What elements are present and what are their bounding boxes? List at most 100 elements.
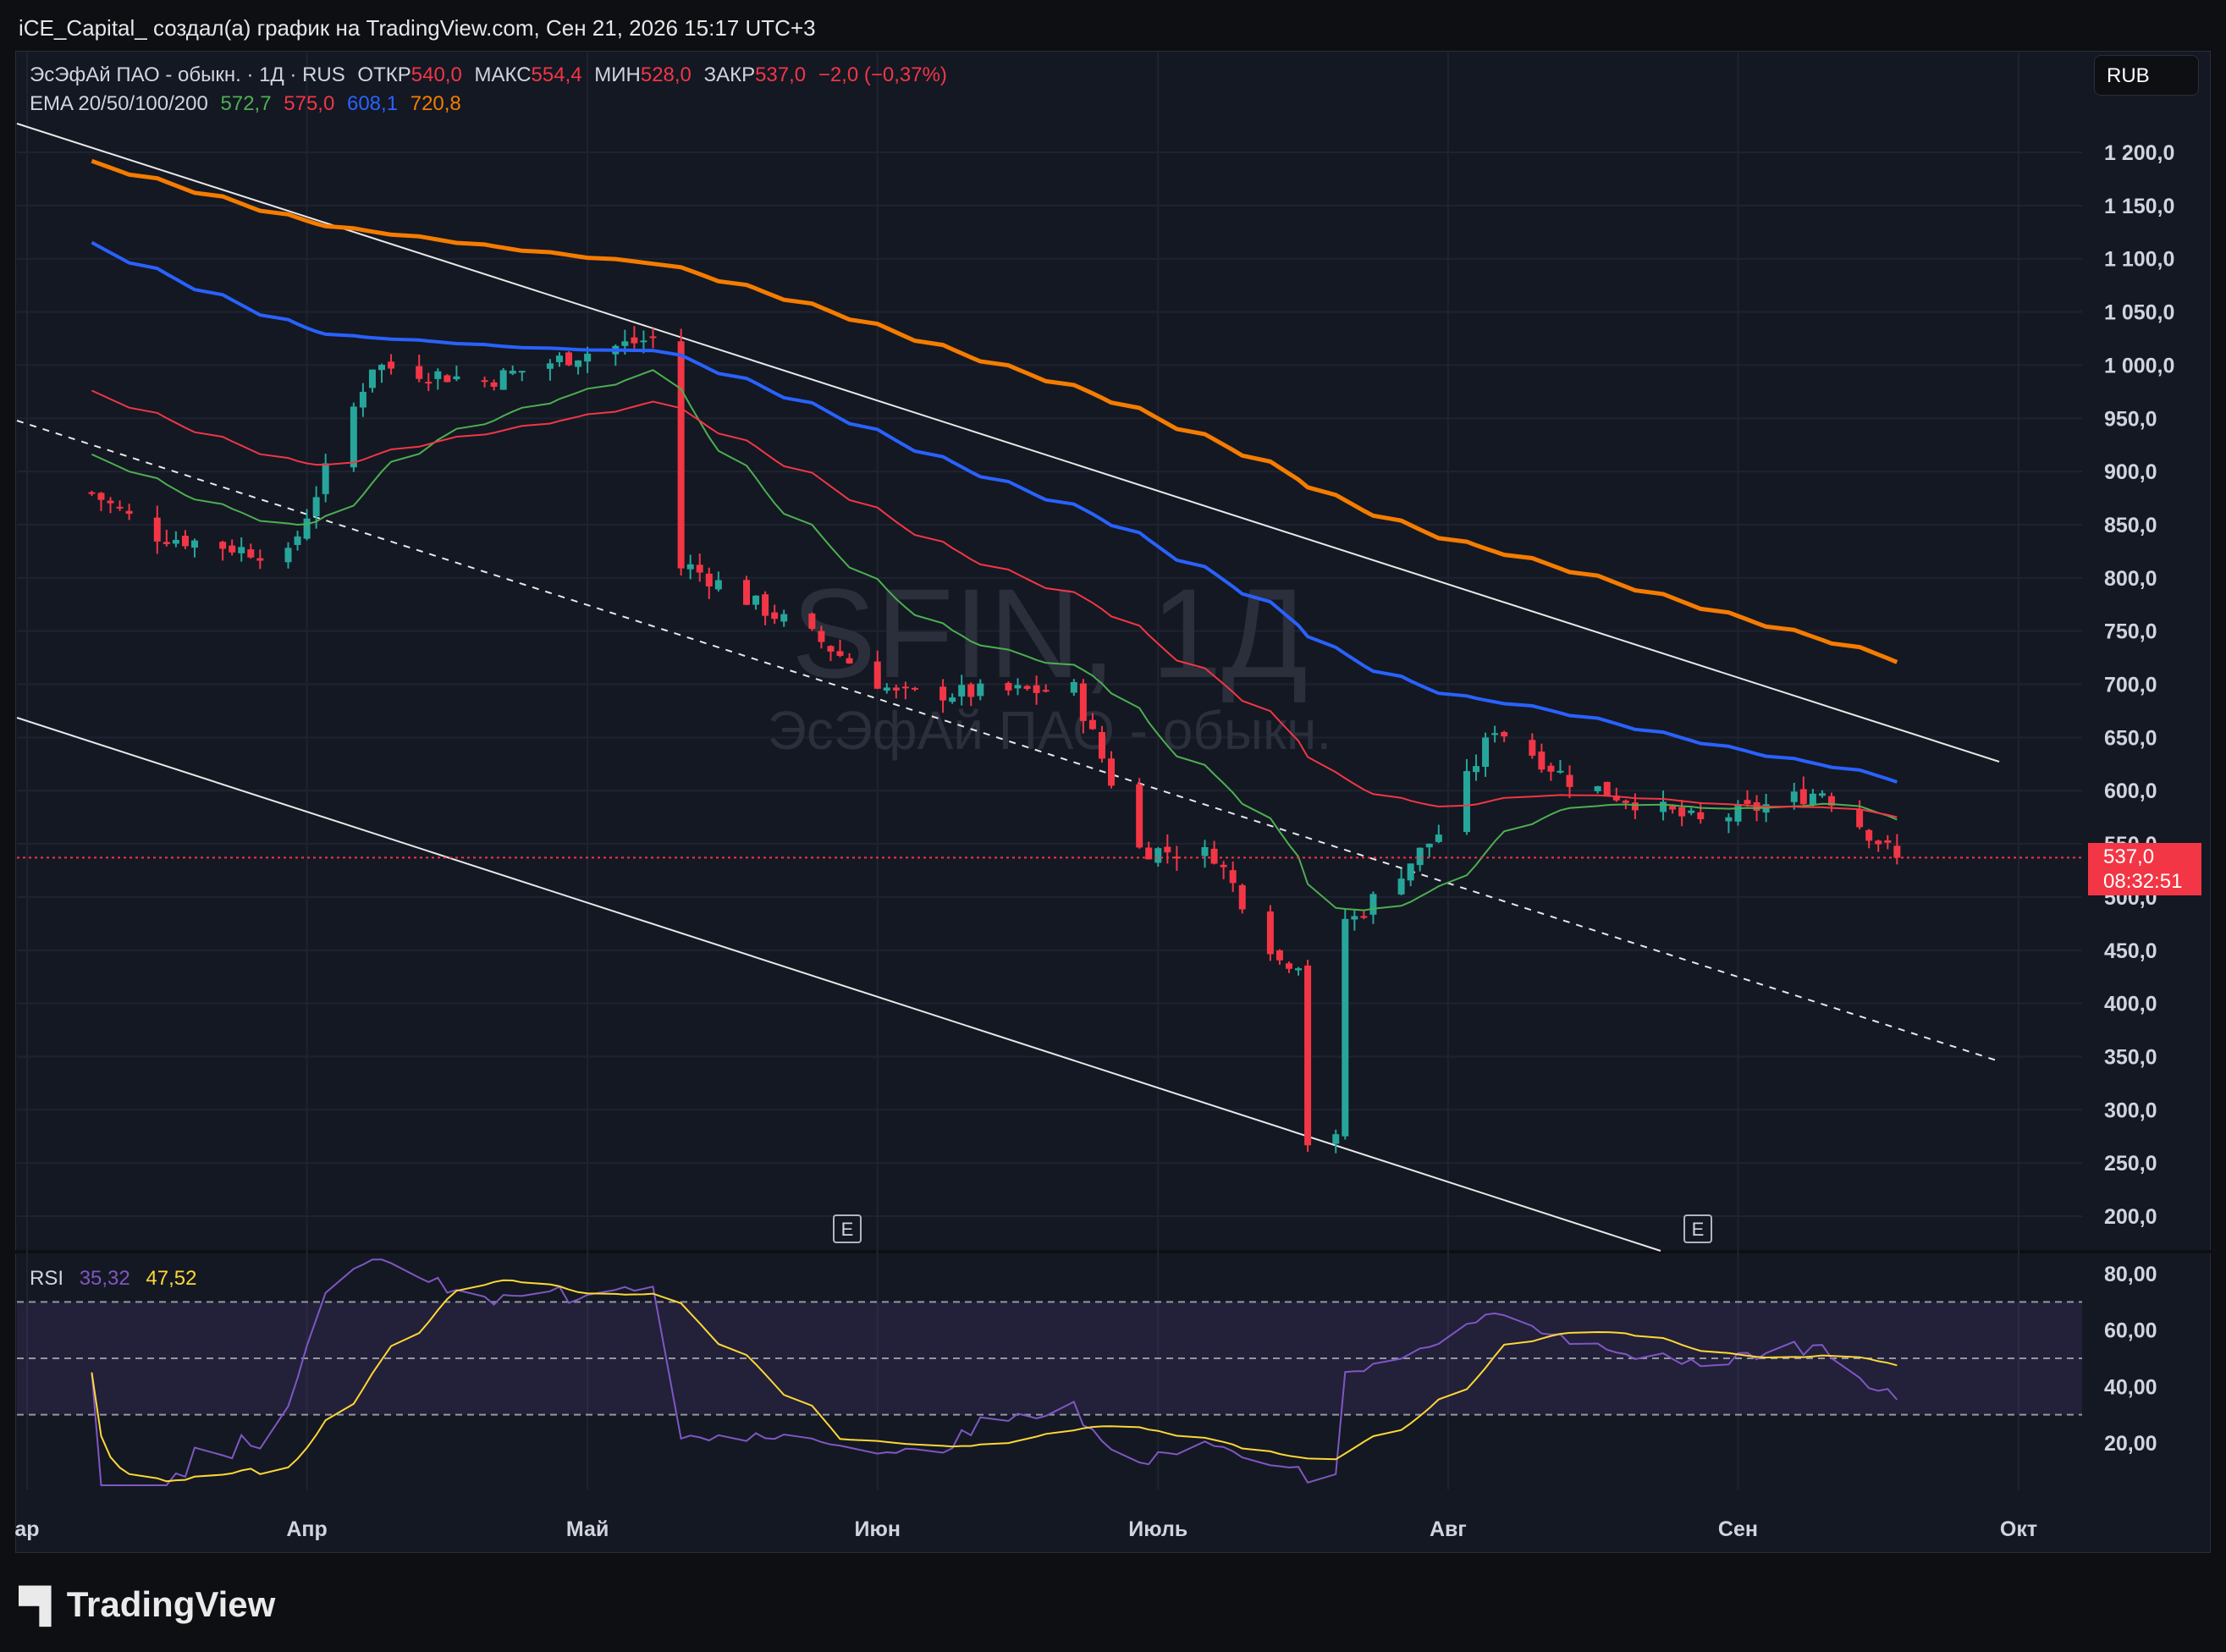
currency-button[interactable]: RUB [2094,55,2199,96]
candle-body [490,382,498,387]
price-tick-label: 850,0 [2104,514,2157,537]
candle-body [836,651,844,656]
price-tick-label: 750,0 [2104,620,2157,644]
time-tick-label: Авг [1430,1517,1467,1541]
open-value: 540,0 [410,63,462,86]
ema100-value: 608,1 [346,92,399,115]
candle-body [1799,789,1807,805]
candle-body [1884,840,1892,843]
candle-body [247,549,255,558]
candle-body [743,580,751,605]
ema200-value: 720,8 [410,92,461,115]
candle-body [1136,784,1143,848]
candle-body [967,684,975,697]
candle-body [762,594,769,616]
legend: ЭсЭфАй ПАО - обыкн. · 1Д · RUS ОТКР540,0… [30,61,954,118]
bar-countdown: 08:32:51 [2103,870,2183,893]
candle-body [172,539,179,544]
candle-body [1463,771,1470,833]
candle-body [1893,845,1901,858]
time-tick-label: Окт [2000,1517,2037,1541]
candle-body [303,518,311,539]
candle-body [1079,683,1087,721]
candle-body [1678,807,1686,817]
candle-body [1435,834,1442,842]
candle-body [1042,690,1050,692]
candle-body [640,340,647,343]
time-tick-label: ар [14,1517,39,1541]
brand-name: TradingView [66,1584,276,1624]
time-tick-label: Июль [1128,1517,1187,1541]
ema-label[interactable]: EMA 20/50/100/200 [30,92,208,115]
channel-lower-line [16,717,1661,1252]
rsi-tick-label: 60,00 [2104,1319,2157,1343]
candle-body [1342,918,1349,1137]
candle-body [705,573,713,586]
candle-body [1332,1134,1340,1144]
price-tick-label: 300,0 [2104,1099,2157,1122]
candle-body [359,391,366,408]
earnings-marker[interactable]: E [1683,1214,1712,1243]
ema200-line [91,158,1898,664]
time-tick-label: Сен [1718,1517,1758,1541]
candle-body [1145,847,1153,860]
rsi-ma-value: 47,52 [146,1267,197,1290]
candle-body [1276,950,1283,961]
price-tick-label: 1 050,0 [2104,301,2174,325]
rsi-line [91,1258,1898,1486]
candle-body [116,506,124,509]
candle-body [818,631,825,642]
candle-body [444,375,451,383]
candle-body [752,595,760,605]
candle-body [1369,894,1377,915]
rsi-tick-label: 80,00 [2104,1263,2157,1286]
tradingview-logo[interactable]: ▀▌ TradingView [19,1584,275,1625]
rsi-legend: RSI 35,32 47,52 [30,1267,207,1291]
chart-attribution: iCE_Capital_ создал(а) график на Trading… [19,15,816,41]
candle-body [312,497,320,517]
rsi-tick-label: 40,00 [2104,1375,2157,1399]
candle-body [1164,846,1171,853]
candle-body [1809,793,1816,805]
candle-body [1482,737,1490,768]
candle-body [1734,804,1742,822]
candle-body [1660,801,1667,812]
candle-body [1229,870,1237,884]
last-price: 537,0 [2103,845,2155,868]
candle-body [949,697,956,702]
candle-body [911,687,918,690]
ema20-value: 572,7 [220,92,272,115]
candle-body [368,369,376,388]
candle-body [1669,806,1677,810]
symbol-label[interactable]: ЭсЭфАй ПАО - обыкн. · 1Д · RUS [30,63,345,86]
time-tick-label: Май [566,1517,609,1541]
candle-body [125,510,133,515]
price-tick-label: 400,0 [2104,993,2157,1016]
candle-body [518,371,526,373]
candle-body [958,685,966,697]
candle-body [1005,682,1012,691]
candle-body [190,540,198,548]
rsi-label[interactable]: RSI [30,1267,64,1290]
candle-body [284,548,292,563]
candle-body [1238,884,1246,910]
price-tick-label: 800,0 [2104,567,2157,591]
channel-mid-line [16,420,2000,1062]
candle-body [388,361,395,369]
high-value: 554,4 [531,63,582,86]
price-tick-label: 1 150,0 [2104,195,2174,218]
candle-body [1425,843,1433,848]
candle-body [621,341,629,346]
candle-body [1594,785,1601,791]
candle-body [555,355,563,362]
candle-body [1295,968,1303,971]
candle-body [97,493,105,500]
candle-body [808,613,816,630]
earnings-marker[interactable]: E [833,1214,862,1243]
candle-body [780,614,788,622]
price-tick-label: 600,0 [2104,779,2157,803]
close-value: 537,0 [755,63,807,86]
price-tick-label: 1 000,0 [2104,354,2174,377]
candle-body [107,500,114,504]
